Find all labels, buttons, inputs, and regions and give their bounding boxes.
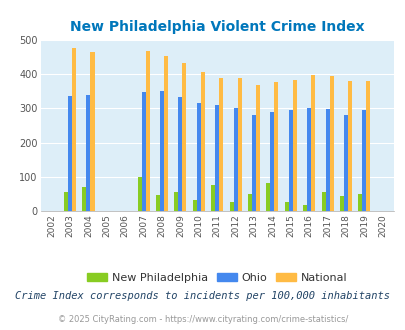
Bar [292, 80, 296, 211]
Bar [311, 75, 315, 211]
Bar [347, 81, 351, 211]
Bar [200, 72, 205, 211]
Bar [270, 112, 274, 211]
Bar [256, 85, 260, 211]
Text: Crime Index corresponds to incidents per 100,000 inhabitants: Crime Index corresponds to incidents per… [15, 291, 390, 301]
Legend: New Philadelphia, Ohio, National: New Philadelphia, Ohio, National [83, 268, 351, 287]
Bar [215, 105, 219, 211]
Bar [219, 79, 223, 211]
Bar [164, 56, 168, 211]
Title: New Philadelphia Violent Crime Index: New Philadelphia Violent Crime Index [70, 20, 364, 34]
Bar [86, 95, 90, 211]
Bar [307, 108, 311, 211]
Bar [233, 108, 237, 211]
Bar [329, 76, 333, 211]
Bar [160, 91, 164, 211]
Text: © 2025 CityRating.com - https://www.cityrating.com/crime-statistics/: © 2025 CityRating.com - https://www.city… [58, 315, 347, 324]
Bar [321, 192, 325, 211]
Bar [90, 52, 94, 211]
Bar [182, 63, 186, 211]
Bar [303, 205, 307, 211]
Bar [266, 183, 270, 211]
Bar [178, 97, 182, 211]
Bar [68, 96, 72, 211]
Bar [365, 81, 369, 211]
Bar [247, 194, 252, 211]
Bar [288, 110, 292, 211]
Bar [343, 115, 347, 211]
Bar [82, 187, 86, 211]
Bar [252, 115, 256, 211]
Bar [192, 200, 196, 211]
Bar [64, 192, 68, 211]
Bar [229, 202, 233, 211]
Bar [325, 109, 329, 211]
Bar [137, 177, 141, 211]
Bar [156, 195, 160, 211]
Bar [274, 82, 278, 211]
Bar [362, 110, 365, 211]
Bar [284, 202, 288, 211]
Bar [145, 51, 149, 211]
Bar [237, 79, 241, 211]
Bar [211, 185, 215, 211]
Bar [174, 192, 178, 211]
Bar [358, 194, 362, 211]
Bar [196, 103, 200, 211]
Bar [339, 196, 343, 211]
Bar [72, 48, 76, 211]
Bar [141, 92, 145, 211]
